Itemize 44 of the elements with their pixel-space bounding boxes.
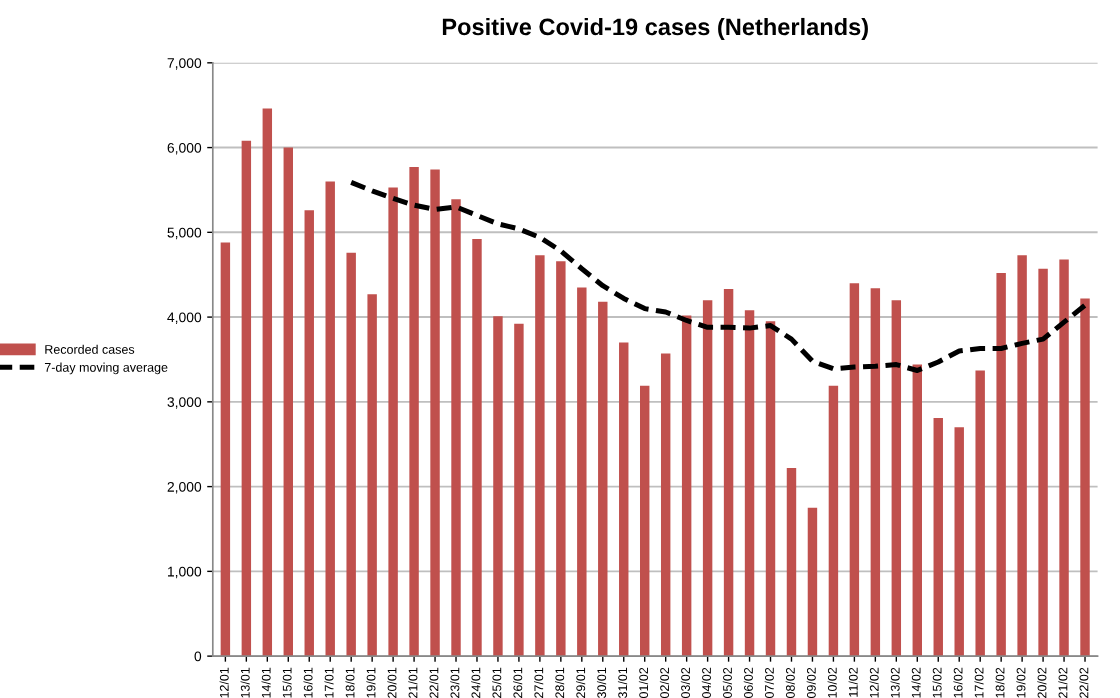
bar bbox=[262, 108, 273, 657]
bar bbox=[304, 210, 314, 657]
bar bbox=[933, 417, 943, 657]
bar bbox=[493, 316, 503, 657]
bar bbox=[681, 315, 692, 657]
bar bbox=[849, 283, 860, 657]
bar bbox=[409, 167, 419, 657]
bar bbox=[388, 187, 398, 657]
bar bbox=[535, 255, 545, 657]
bar bbox=[577, 287, 587, 657]
bar bbox=[514, 323, 524, 657]
bar bbox=[807, 507, 818, 657]
bar bbox=[1059, 259, 1069, 657]
bar bbox=[346, 252, 356, 657]
bar bbox=[996, 273, 1006, 657]
bar bbox=[325, 181, 335, 657]
bar bbox=[283, 147, 293, 657]
bar bbox=[828, 385, 839, 657]
bar bbox=[765, 321, 776, 657]
bar bbox=[451, 199, 461, 657]
chart-title: Positive Covid-19 cases (Netherlands) bbox=[442, 17, 868, 40]
bar bbox=[744, 310, 755, 657]
bar bbox=[367, 294, 377, 657]
bar bbox=[702, 300, 713, 657]
bar bbox=[954, 427, 964, 657]
bar bbox=[619, 342, 629, 657]
bar bbox=[1017, 255, 1027, 657]
bar bbox=[975, 370, 985, 657]
bar bbox=[598, 301, 608, 657]
bar bbox=[1038, 268, 1048, 657]
bar bbox=[660, 353, 671, 657]
bar bbox=[912, 364, 922, 657]
bar bbox=[870, 288, 881, 657]
bar bbox=[786, 467, 797, 657]
bar bbox=[1080, 298, 1090, 657]
bar bbox=[220, 242, 231, 657]
bar bbox=[640, 385, 650, 657]
line-series bbox=[348, 179, 1088, 373]
bar bbox=[241, 140, 252, 657]
bar bbox=[430, 169, 440, 657]
bar bbox=[556, 261, 566, 657]
bar bbox=[723, 289, 734, 657]
bar bbox=[472, 239, 482, 657]
bar bbox=[891, 300, 902, 657]
